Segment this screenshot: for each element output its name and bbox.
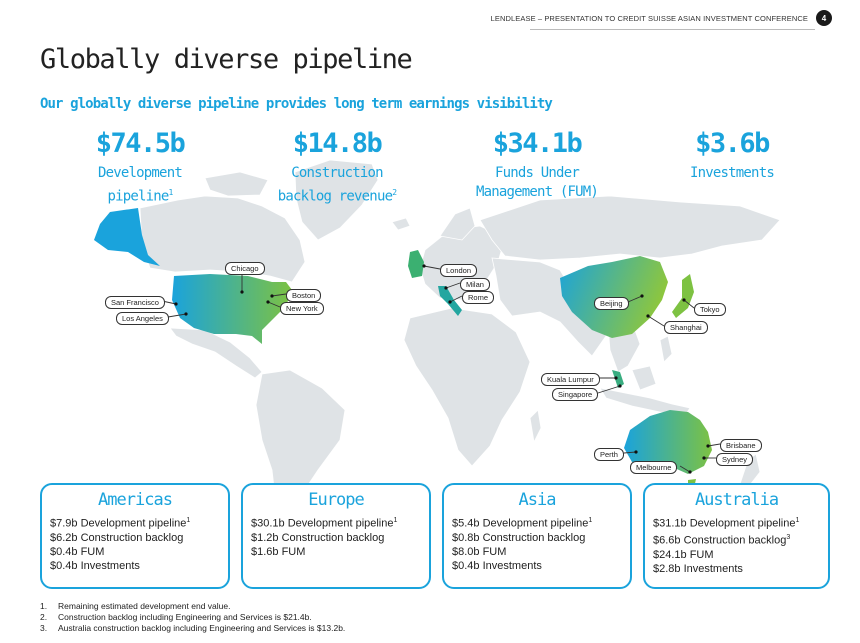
city-label-kuala-lumpur: Kuala Lumpur xyxy=(541,373,600,386)
footnotes: 1. Remaining estimated development end va… xyxy=(40,601,345,634)
city-label-sydney: Sydney xyxy=(716,453,754,466)
landmass-scandinavia xyxy=(439,207,476,241)
landmass-central-asia xyxy=(491,257,607,357)
header-divider xyxy=(530,29,815,30)
region-line: $1.6b FUM xyxy=(251,546,306,559)
stat-value: $34.1b xyxy=(492,128,583,159)
region-line: $0.4b Investments xyxy=(50,560,140,573)
region-line: $7.9b Development pipeline1 xyxy=(50,517,191,530)
region-line: $1.2b Construction backlog xyxy=(251,531,385,544)
city-label-rome: Rome xyxy=(462,291,495,304)
stat-fum: $34.1b Funds Under Management (FUM) xyxy=(462,128,612,202)
landmass-philippines xyxy=(659,335,673,363)
region-line: $0.4b FUM xyxy=(50,546,105,559)
highlight-usa xyxy=(172,274,292,344)
stat-label: backlog revenue2 xyxy=(277,188,397,205)
presentation-title: LENDLEASE – PRESENTATION TO CREDIT SUISS… xyxy=(490,13,808,23)
stat-label: Management (FUM) xyxy=(475,184,599,200)
landmass-canada xyxy=(139,195,306,283)
stat-value: $74.5b xyxy=(95,128,186,159)
city-label-los-angeles: Los Angeles xyxy=(116,312,169,325)
page-number-badge: 4 xyxy=(816,10,832,26)
highlight-alaska xyxy=(94,208,160,266)
city-label-boston: Boston xyxy=(286,289,322,302)
region-line: $0.4b Investments xyxy=(452,560,542,573)
stat-label: pipeline1 xyxy=(107,188,173,205)
landmass-madagascar xyxy=(529,409,542,444)
stat-label: Development xyxy=(98,165,183,181)
city-label-brisbane: Brisbane xyxy=(720,439,762,452)
region-name: Europe xyxy=(308,490,364,510)
footnote: 2. Construction backlog including Enginee… xyxy=(40,612,312,622)
region-card-europe: Europe $30.1b Development pipeline1 $1.2… xyxy=(241,483,431,589)
stat-development-pipeline: $74.5b Development pipeline1 xyxy=(80,128,200,207)
region-line: $6.2b Construction backlog xyxy=(50,531,184,544)
region-card-americas: Americas $7.9b Development pipeline1 $6.… xyxy=(40,483,230,589)
region-line: $24.1b FUM xyxy=(653,548,714,561)
stat-label: Investments xyxy=(690,165,775,181)
page-title: Globally diverse pipeline xyxy=(40,44,413,75)
city-label-milan: Milan xyxy=(460,278,490,291)
city-label-tokyo: Tokyo xyxy=(694,303,726,316)
landmass-iceland xyxy=(391,217,411,231)
city-label-perth: Perth xyxy=(594,448,624,461)
footnote: 3. Australia construction backlog includi… xyxy=(40,623,346,633)
highlight-uk xyxy=(408,250,424,278)
city-label-shanghai: Shanghai xyxy=(664,321,708,334)
region-line: $6.6b Construction backlog3 xyxy=(653,533,791,547)
landmass-central-america xyxy=(169,327,263,379)
stat-investments: $3.6b Investments xyxy=(672,128,792,183)
landmass-northern-asia xyxy=(479,195,781,261)
stat-value: $3.6b xyxy=(695,128,770,159)
footnote: 1. Remaining estimated development end va… xyxy=(40,601,231,611)
city-label-new-york: New York xyxy=(280,302,324,315)
city-label-london: London xyxy=(440,264,478,277)
highlight-italy xyxy=(438,286,462,316)
landmass-arctic-islands xyxy=(204,171,269,197)
region-line: $31.1b Development pipeline1 xyxy=(653,517,800,530)
highlight-japan xyxy=(672,274,694,318)
region-line: $2.8b Investments xyxy=(653,562,743,575)
region-name: Australia xyxy=(694,490,779,510)
city-label-singapore: Singapore xyxy=(552,388,599,401)
region-name: Americas xyxy=(98,490,173,510)
city-label-san-francisco: San Francisco xyxy=(105,296,165,309)
region-card-asia: Asia $5.4b Development pipeline1 $0.8b C… xyxy=(442,483,632,589)
city-label-melbourne: Melbourne xyxy=(630,461,678,474)
region-line: $0.8b Construction backlog xyxy=(452,531,586,544)
landmass-indonesia xyxy=(599,387,691,415)
stat-construction-backlog: $14.8b Construction backlog revenue2 xyxy=(262,128,412,207)
region-line: $30.1b Development pipeline1 xyxy=(251,517,398,530)
landmass-borneo xyxy=(631,365,657,391)
region-name: Asia xyxy=(518,490,557,510)
region-line: $5.4b Development pipeline1 xyxy=(452,517,593,530)
stat-label: Funds Under xyxy=(495,165,580,181)
city-label-beijing: Beijing xyxy=(594,297,629,310)
page-subtitle: Our globally diverse pipeline provides l… xyxy=(40,96,553,112)
landmass-southeast-asia xyxy=(607,321,641,373)
landmass-africa xyxy=(403,307,531,467)
region-card-australia: Australia $31.1b Development pipeline1 $… xyxy=(643,483,830,589)
highlight-malaysia xyxy=(612,370,624,388)
header-bar: LENDLEASE – PRESENTATION TO CREDIT SUISS… xyxy=(491,10,832,26)
stat-value: $14.8b xyxy=(292,128,383,159)
region-line: $8.0b FUM xyxy=(452,546,507,559)
city-label-chicago: Chicago xyxy=(225,262,265,275)
stat-label: Construction xyxy=(291,165,383,181)
